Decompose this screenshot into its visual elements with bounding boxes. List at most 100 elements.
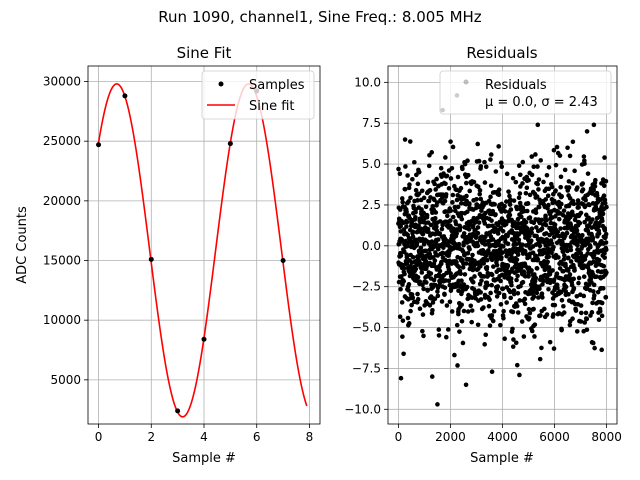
residual-point bbox=[534, 225, 539, 230]
residual-point bbox=[590, 300, 595, 306]
residual-point bbox=[524, 208, 530, 214]
residual-point bbox=[454, 231, 460, 236]
residual-point bbox=[601, 263, 607, 269]
residual-point bbox=[404, 254, 410, 260]
residual-point bbox=[526, 315, 532, 321]
residual-point bbox=[445, 213, 450, 219]
residual-point bbox=[529, 226, 535, 231]
residual-point bbox=[505, 233, 510, 239]
residual-point bbox=[410, 295, 416, 301]
residual-point bbox=[498, 278, 503, 284]
residual-point bbox=[420, 231, 426, 237]
residual-point bbox=[410, 234, 416, 240]
residual-point bbox=[404, 261, 410, 266]
residual-point bbox=[476, 158, 482, 164]
residual-point bbox=[482, 159, 487, 165]
residual-point bbox=[566, 292, 571, 297]
residual-point bbox=[404, 224, 409, 229]
residual-point bbox=[439, 259, 444, 265]
residual-point bbox=[460, 265, 466, 270]
residual-point bbox=[584, 327, 590, 333]
residual-point bbox=[502, 294, 507, 300]
residual-point bbox=[590, 235, 596, 241]
residual-point bbox=[527, 310, 533, 316]
residual-point bbox=[550, 230, 555, 236]
residual-point bbox=[561, 303, 566, 309]
residual-point bbox=[592, 293, 597, 298]
residual-point bbox=[567, 196, 573, 201]
residual-point bbox=[447, 299, 453, 305]
residual-point bbox=[513, 340, 519, 346]
residual-point bbox=[567, 153, 573, 159]
residual-point bbox=[592, 345, 597, 351]
residual-point bbox=[459, 278, 464, 284]
residuals-y-tick-label: 7.5 bbox=[362, 116, 381, 130]
residual-point bbox=[458, 282, 463, 288]
residual-point bbox=[525, 201, 531, 206]
residual-point bbox=[478, 263, 483, 269]
residual-point bbox=[491, 264, 496, 269]
residual-point bbox=[562, 167, 568, 173]
residual-point bbox=[526, 177, 531, 183]
residual-point bbox=[516, 237, 522, 243]
residual-point bbox=[472, 274, 477, 279]
residual-point bbox=[533, 210, 539, 216]
residual-point bbox=[514, 303, 520, 309]
residual-point bbox=[577, 220, 583, 226]
residual-point bbox=[498, 322, 503, 328]
residual-point bbox=[424, 280, 429, 285]
residual-point bbox=[399, 196, 405, 201]
residual-point bbox=[457, 329, 462, 334]
residual-point bbox=[435, 237, 441, 242]
residuals-y-tick-label: −10.0 bbox=[344, 402, 381, 416]
residual-point bbox=[539, 345, 544, 351]
residuals-legend-box bbox=[439, 70, 612, 115]
residual-point bbox=[515, 310, 521, 315]
residual-point bbox=[518, 172, 523, 178]
residual-point bbox=[541, 278, 546, 284]
residual-point bbox=[489, 218, 494, 223]
residual-point bbox=[489, 313, 495, 318]
residual-point bbox=[435, 289, 440, 294]
residual-point bbox=[521, 334, 527, 339]
residual-point bbox=[567, 322, 573, 328]
residuals-x-tick-label: 0 bbox=[395, 430, 403, 444]
residual-point bbox=[578, 210, 584, 216]
residual-point bbox=[515, 252, 521, 257]
residual-point bbox=[495, 284, 501, 289]
residual-point bbox=[504, 171, 510, 177]
sine-fit-y-tick-label: 20000 bbox=[43, 194, 81, 208]
residual-point bbox=[559, 327, 564, 333]
residual-point bbox=[425, 288, 430, 293]
residual-point bbox=[421, 286, 426, 292]
residual-point bbox=[532, 334, 537, 339]
residual-point bbox=[425, 179, 431, 185]
residual-point bbox=[533, 275, 539, 281]
residual-point bbox=[602, 183, 607, 189]
residual-point bbox=[454, 197, 460, 203]
residual-point bbox=[466, 227, 472, 232]
residual-point bbox=[522, 248, 528, 254]
residual-point bbox=[593, 177, 598, 183]
residual-point bbox=[602, 200, 608, 206]
residual-point bbox=[508, 197, 513, 202]
residual-point bbox=[409, 302, 414, 308]
residual-point bbox=[454, 322, 460, 328]
legend-residuals-label: Residuals bbox=[485, 78, 547, 93]
residual-point bbox=[600, 286, 606, 291]
residual-point bbox=[507, 212, 513, 218]
residual-point bbox=[563, 288, 568, 294]
residual-point bbox=[404, 209, 409, 215]
residual-outlier-point bbox=[435, 402, 440, 407]
residual-point bbox=[494, 294, 500, 299]
residual-point bbox=[399, 300, 405, 305]
sine-fit-y-tick-label: 5000 bbox=[50, 373, 81, 387]
residual-point bbox=[524, 185, 530, 191]
residual-point bbox=[602, 250, 607, 256]
residual-point bbox=[574, 293, 580, 299]
residual-point bbox=[535, 257, 541, 262]
residual-point bbox=[529, 268, 534, 273]
residual-point bbox=[475, 225, 481, 230]
residual-point bbox=[397, 314, 403, 320]
